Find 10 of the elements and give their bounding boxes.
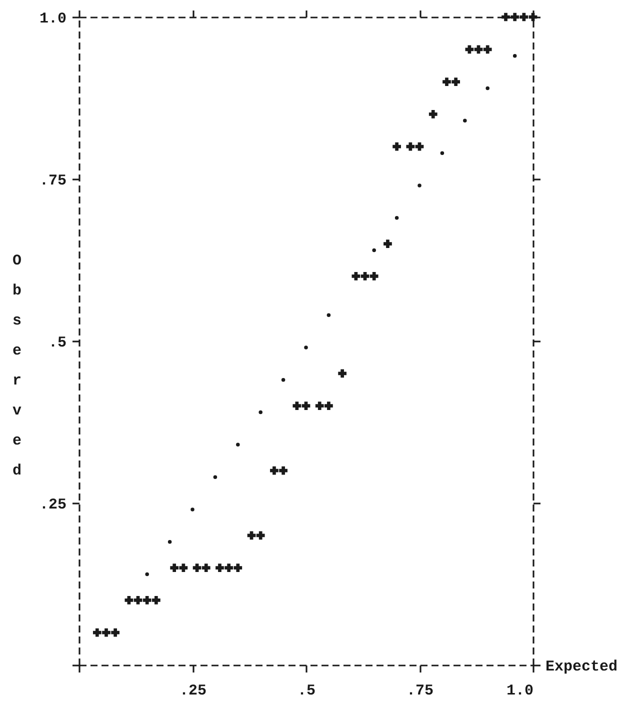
y-tick-label: .75: [39, 172, 66, 190]
y-axis-title: Observed: [12, 252, 22, 480]
x-tick-label: 1.0: [506, 682, 534, 700]
y-tick-label: 1.0: [39, 10, 66, 28]
x-axis-title: Expected: [546, 658, 618, 676]
y-tick-label: .5: [48, 334, 66, 352]
y-tick-label: .25: [39, 496, 66, 514]
x-tick-label: .75: [406, 682, 434, 700]
x-tick-label: .5: [297, 682, 316, 700]
x-tick-label: .25: [179, 682, 207, 700]
